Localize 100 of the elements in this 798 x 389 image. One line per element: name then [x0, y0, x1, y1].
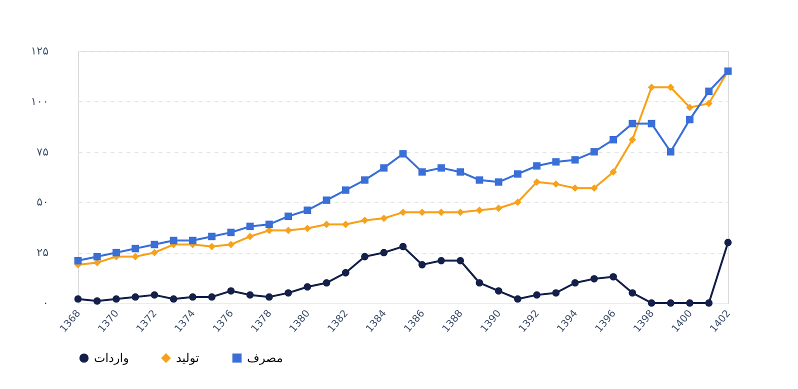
- point: [246, 232, 254, 240]
- point: [456, 168, 464, 176]
- point: [132, 252, 140, 260]
- point: [552, 289, 560, 297]
- point: [724, 238, 732, 246]
- point: [227, 228, 235, 236]
- point: [322, 220, 330, 228]
- point: [552, 180, 560, 188]
- point: [150, 291, 158, 299]
- point: [304, 283, 312, 291]
- point: [705, 299, 713, 307]
- point: [438, 208, 445, 216]
- y-tick-label: ۲۵: [36, 246, 49, 260]
- point: [514, 198, 522, 206]
- point: [571, 279, 579, 287]
- point: [666, 84, 674, 91]
- point: [208, 242, 216, 250]
- point: [494, 204, 502, 212]
- point: [590, 275, 598, 283]
- point: [610, 273, 617, 280]
- point: [322, 196, 330, 204]
- point: [666, 299, 674, 307]
- point: [265, 293, 273, 301]
- point: [380, 164, 388, 172]
- point: [399, 242, 407, 250]
- point: [380, 248, 388, 256]
- point: [304, 206, 312, 214]
- point: [686, 299, 694, 307]
- point: [610, 168, 617, 176]
- point: [533, 291, 541, 299]
- legend-label: تولید: [176, 351, 200, 366]
- point: [227, 287, 235, 295]
- point: [208, 232, 216, 240]
- point: [610, 136, 617, 144]
- point: [418, 208, 426, 216]
- point: [208, 293, 216, 301]
- point: [342, 220, 350, 228]
- point: [456, 256, 464, 264]
- point: [265, 220, 273, 228]
- y-tick-label: ۱۰۰: [30, 94, 48, 108]
- point: [418, 260, 426, 268]
- point: [322, 279, 330, 287]
- point: [533, 162, 541, 170]
- point: [494, 178, 502, 186]
- point: [246, 222, 254, 230]
- point: [705, 88, 713, 96]
- point: [438, 164, 445, 172]
- point: [456, 208, 464, 216]
- point: [628, 120, 636, 128]
- point: [361, 176, 368, 184]
- y-tick-label: ۰: [42, 296, 48, 310]
- point: [666, 148, 674, 156]
- y-tick-label: ۱۲۵: [30, 44, 49, 58]
- point: [227, 240, 235, 248]
- point: [418, 168, 426, 176]
- point: [571, 184, 579, 192]
- point: [304, 224, 312, 232]
- point: [514, 295, 522, 303]
- point: [150, 248, 158, 256]
- point: [590, 184, 598, 192]
- point: [476, 279, 484, 287]
- point: [189, 236, 196, 244]
- point: [399, 150, 407, 158]
- point: [74, 256, 82, 264]
- point: [571, 156, 579, 164]
- point: [342, 269, 350, 276]
- point: [132, 293, 140, 301]
- point: [705, 100, 713, 108]
- legend-label: مصرف: [247, 351, 283, 366]
- point: [514, 170, 522, 178]
- point: [93, 297, 101, 305]
- point: [284, 289, 292, 297]
- point: [74, 295, 82, 303]
- point: [628, 136, 636, 144]
- legend-label: واردات: [94, 351, 129, 366]
- point: [590, 148, 598, 156]
- point: [284, 212, 292, 220]
- y-tick-label: ۷۵: [36, 145, 49, 158]
- point: [132, 244, 140, 252]
- point: [648, 120, 656, 128]
- point: [112, 295, 120, 303]
- point: [342, 186, 350, 194]
- point: [93, 252, 101, 260]
- point: [438, 256, 445, 264]
- point: [533, 178, 541, 186]
- point: [648, 299, 656, 307]
- point: [189, 293, 196, 301]
- point: [686, 104, 694, 112]
- point: [361, 252, 368, 260]
- point: [380, 214, 388, 222]
- y-tick-label: ۵۰: [36, 196, 48, 209]
- point: [686, 116, 694, 124]
- point: [648, 84, 656, 91]
- point: [284, 226, 292, 234]
- point: [552, 158, 560, 166]
- point: [246, 291, 254, 299]
- point: [170, 236, 178, 244]
- point: [361, 216, 368, 224]
- point: [628, 289, 636, 297]
- point: [170, 295, 178, 303]
